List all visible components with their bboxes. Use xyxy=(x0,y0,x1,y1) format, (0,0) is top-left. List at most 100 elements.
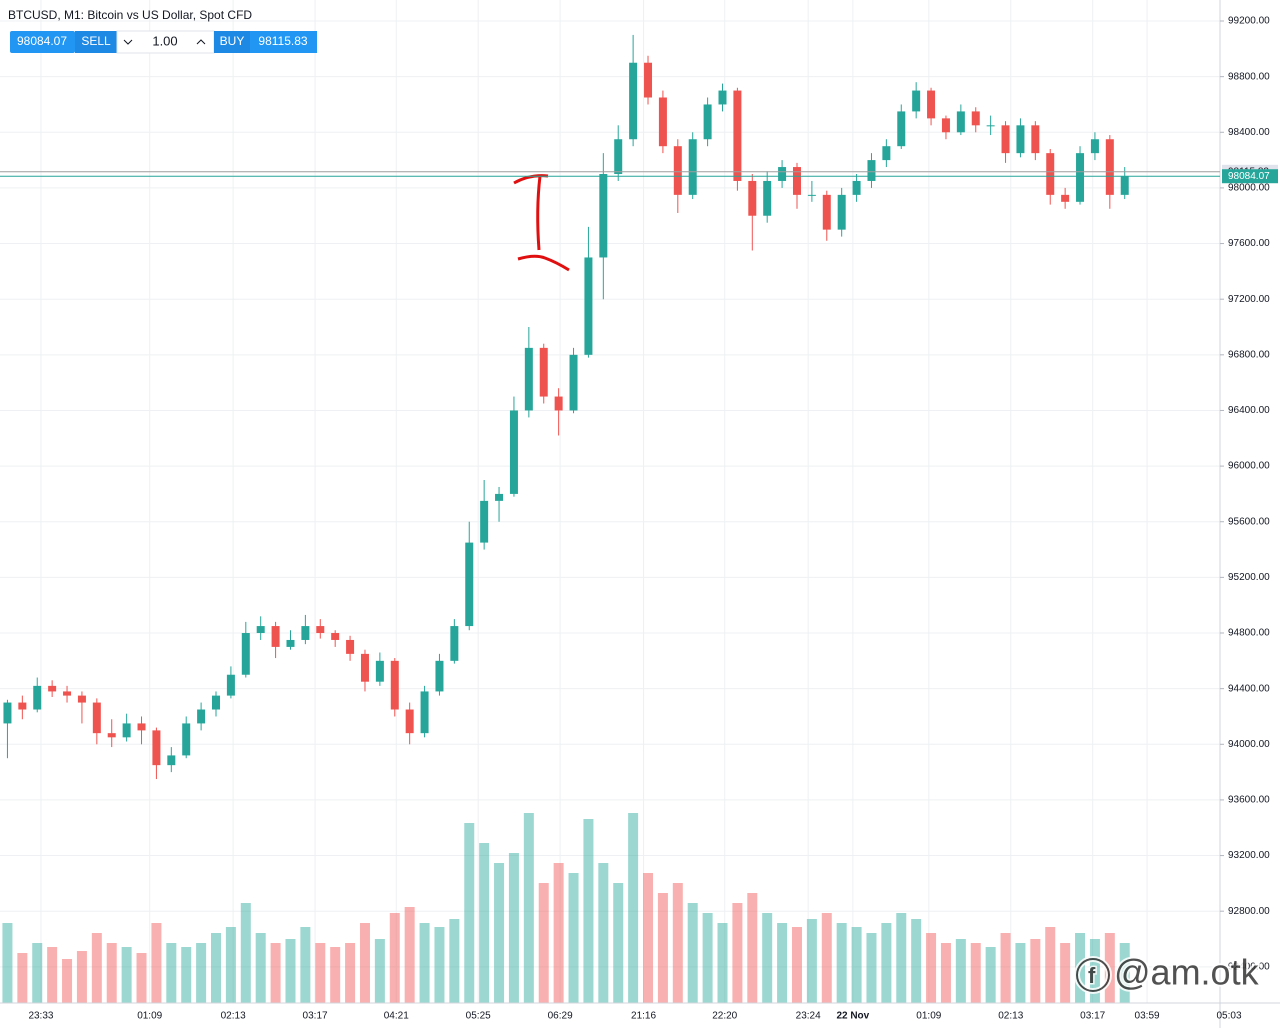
grid xyxy=(0,0,1220,1003)
candle-body xyxy=(241,633,250,675)
buy-button[interactable] xyxy=(214,31,250,53)
candle-body xyxy=(822,194,831,230)
candle-body xyxy=(18,702,27,710)
candle-body xyxy=(1105,139,1114,195)
volume-bar xyxy=(926,933,937,1003)
candle-body xyxy=(420,691,429,734)
volume-bar xyxy=(359,923,370,1003)
volume-bar xyxy=(643,873,654,1003)
volume-bar xyxy=(270,943,281,1003)
volume-bar xyxy=(404,907,415,1003)
volume-bar xyxy=(255,933,266,1003)
y-tick-label: 94800.00 xyxy=(1228,628,1270,639)
watermark-text: @am.otk xyxy=(1114,952,1260,993)
y-tick-label: 94400.00 xyxy=(1228,683,1270,694)
candle-body xyxy=(554,396,563,411)
volume-bar xyxy=(32,943,43,1003)
volume-bar xyxy=(181,947,192,1003)
volume-bar xyxy=(866,933,877,1003)
volume-bar xyxy=(1045,927,1056,1003)
trade-panel: 98084.07 SELL 1.00 BUY 98115.83 xyxy=(10,30,317,54)
volume-bar xyxy=(911,919,922,1003)
y-tick-label: 95600.00 xyxy=(1228,516,1270,527)
candle-body xyxy=(152,730,161,766)
candles xyxy=(3,34,1129,780)
y-tick-label: 93600.00 xyxy=(1228,795,1270,806)
volume-bar xyxy=(940,943,951,1003)
candle-body xyxy=(122,723,131,738)
volume-bar xyxy=(151,923,162,1003)
sell-label: SELL xyxy=(81,34,111,48)
candle-body xyxy=(465,542,474,627)
candle-body xyxy=(539,347,548,397)
candle-body xyxy=(107,733,116,738)
sell-button[interactable] xyxy=(75,31,117,53)
x-tick-label: 02:13 xyxy=(998,1011,1023,1022)
candle-body xyxy=(882,146,891,161)
candle-body xyxy=(524,347,533,411)
candle-body xyxy=(1001,125,1010,154)
volume-bar xyxy=(1000,933,1011,1003)
volume-bar xyxy=(523,813,534,1003)
volume-bar xyxy=(687,903,698,1003)
candle-body xyxy=(182,723,191,756)
candle-body xyxy=(748,180,757,216)
candle-body xyxy=(1076,153,1085,202)
volume-bar xyxy=(449,919,460,1003)
volume-bar xyxy=(330,947,341,1003)
candle-body xyxy=(360,653,369,682)
volume-bar xyxy=(1119,943,1130,1003)
candle-body xyxy=(941,118,950,133)
candle-body xyxy=(673,146,682,195)
buy-price: 98115.83 xyxy=(258,34,307,48)
sell-button[interactable] xyxy=(10,31,75,53)
candle-body xyxy=(33,685,42,710)
volume-bar xyxy=(76,951,87,1003)
lot-down[interactable] xyxy=(123,39,133,45)
y-tick-label: 98800.00 xyxy=(1228,71,1270,82)
y-tick-label: 96400.00 xyxy=(1228,405,1270,416)
x-tick-label: 23:33 xyxy=(28,1011,53,1022)
candle-body xyxy=(48,685,57,692)
volume-bar xyxy=(419,923,430,1003)
x-tick-label: 06:29 xyxy=(548,1011,573,1022)
x-tick-label: 02:13 xyxy=(221,1011,246,1022)
candle-body xyxy=(450,626,459,661)
volume-bar xyxy=(166,943,177,1003)
candle-body xyxy=(271,626,280,647)
candle-body xyxy=(256,626,265,634)
candle-body xyxy=(1016,125,1025,154)
x-tick-label: 23:24 xyxy=(796,1011,821,1022)
volume-bar xyxy=(464,823,475,1003)
candle-body xyxy=(137,723,146,731)
x-tick-label: 05:03 xyxy=(1216,1011,1241,1022)
volume-bar xyxy=(1030,939,1041,1003)
watermark-icon: f xyxy=(1088,963,1096,988)
candle-body xyxy=(897,111,906,147)
volume-bar xyxy=(553,863,564,1003)
candle-body xyxy=(77,695,86,703)
volume-bar xyxy=(791,927,802,1003)
candle-body xyxy=(912,90,921,112)
candle-body xyxy=(688,139,697,195)
volume-bar xyxy=(821,913,832,1003)
y-tick-label: 99200.00 xyxy=(1228,16,1270,27)
candle-body xyxy=(197,709,206,724)
candle-body xyxy=(375,660,384,682)
volume-bar xyxy=(896,913,907,1003)
x-tick-label: 01:09 xyxy=(137,1011,162,1022)
y-tick-label: 98000.00 xyxy=(1228,183,1270,194)
buy-button[interactable] xyxy=(250,31,317,53)
candle-body xyxy=(390,660,399,710)
volume-bar xyxy=(494,863,505,1003)
candle-body xyxy=(495,493,504,501)
candle-body xyxy=(1090,139,1099,154)
lot-up[interactable] xyxy=(196,39,206,45)
y-tick-label: 96800.00 xyxy=(1228,349,1270,360)
candle-body xyxy=(480,500,489,543)
volume-bar xyxy=(136,953,147,1003)
x-tick-label: 22 Nov xyxy=(836,1011,869,1022)
volume-bar xyxy=(434,927,445,1003)
candle-body xyxy=(584,257,593,355)
x-tick-label: 03:17 xyxy=(1080,1011,1105,1022)
